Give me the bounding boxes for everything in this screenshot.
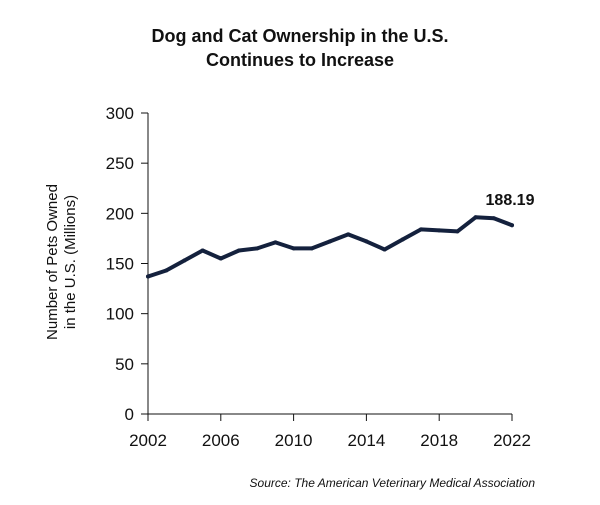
series-line — [146, 215, 514, 279]
y-tick-label: 300 — [106, 104, 134, 123]
data-point — [382, 247, 387, 252]
chart-title-line-1: Dog and Cat Ownership in the U.S. — [151, 26, 448, 46]
data-point — [419, 227, 423, 232]
y-axis-label-line-1: Number of Pets Owned — [44, 184, 61, 340]
data-point — [309, 246, 314, 251]
y-tick-label: 100 — [106, 305, 134, 324]
y-tick-label: 50 — [115, 355, 134, 374]
data-point — [273, 240, 278, 245]
x-axis-ticks: 2002 2006 2010 2014 2018 2022 — [129, 414, 531, 450]
data-point — [164, 268, 169, 273]
x-tick-label: 2010 — [275, 431, 313, 450]
data-point — [455, 229, 460, 234]
y-tick-label: 250 — [106, 154, 134, 173]
y-axis-label-line-2: in the U.S. (Millions) — [62, 195, 79, 329]
last-value-annotation: 188.19 — [486, 192, 535, 209]
data-point — [291, 246, 296, 251]
x-tick-label: 2014 — [347, 431, 385, 450]
data-point — [328, 239, 332, 244]
data-point — [218, 256, 223, 261]
data-point — [364, 239, 369, 244]
data-point — [491, 216, 496, 221]
y-axis-ticks: 0 50 100 150 200 250 300 — [106, 104, 148, 424]
series-layer — [146, 215, 514, 279]
y-tick-label: 150 — [106, 255, 134, 274]
x-tick-label: 2022 — [493, 431, 531, 450]
x-tick-label: 2018 — [420, 431, 458, 450]
y-tick-label: 200 — [106, 204, 134, 223]
x-tick-label: 2002 — [129, 431, 167, 450]
source-note: Source: The American Veterinary Medical … — [250, 476, 536, 490]
x-tick-label: 2006 — [202, 431, 240, 450]
data-point — [200, 248, 205, 253]
data-point — [346, 232, 351, 237]
data-point — [400, 237, 405, 242]
data-point — [255, 246, 260, 251]
chart-title-line-2: Continues to Increase — [206, 50, 394, 70]
data-point — [473, 215, 478, 220]
data-point — [146, 274, 150, 279]
data-point — [182, 258, 187, 263]
data-point — [237, 248, 241, 253]
data-point — [437, 228, 442, 233]
y-tick-label: 0 — [125, 405, 134, 424]
data-point — [510, 223, 514, 228]
